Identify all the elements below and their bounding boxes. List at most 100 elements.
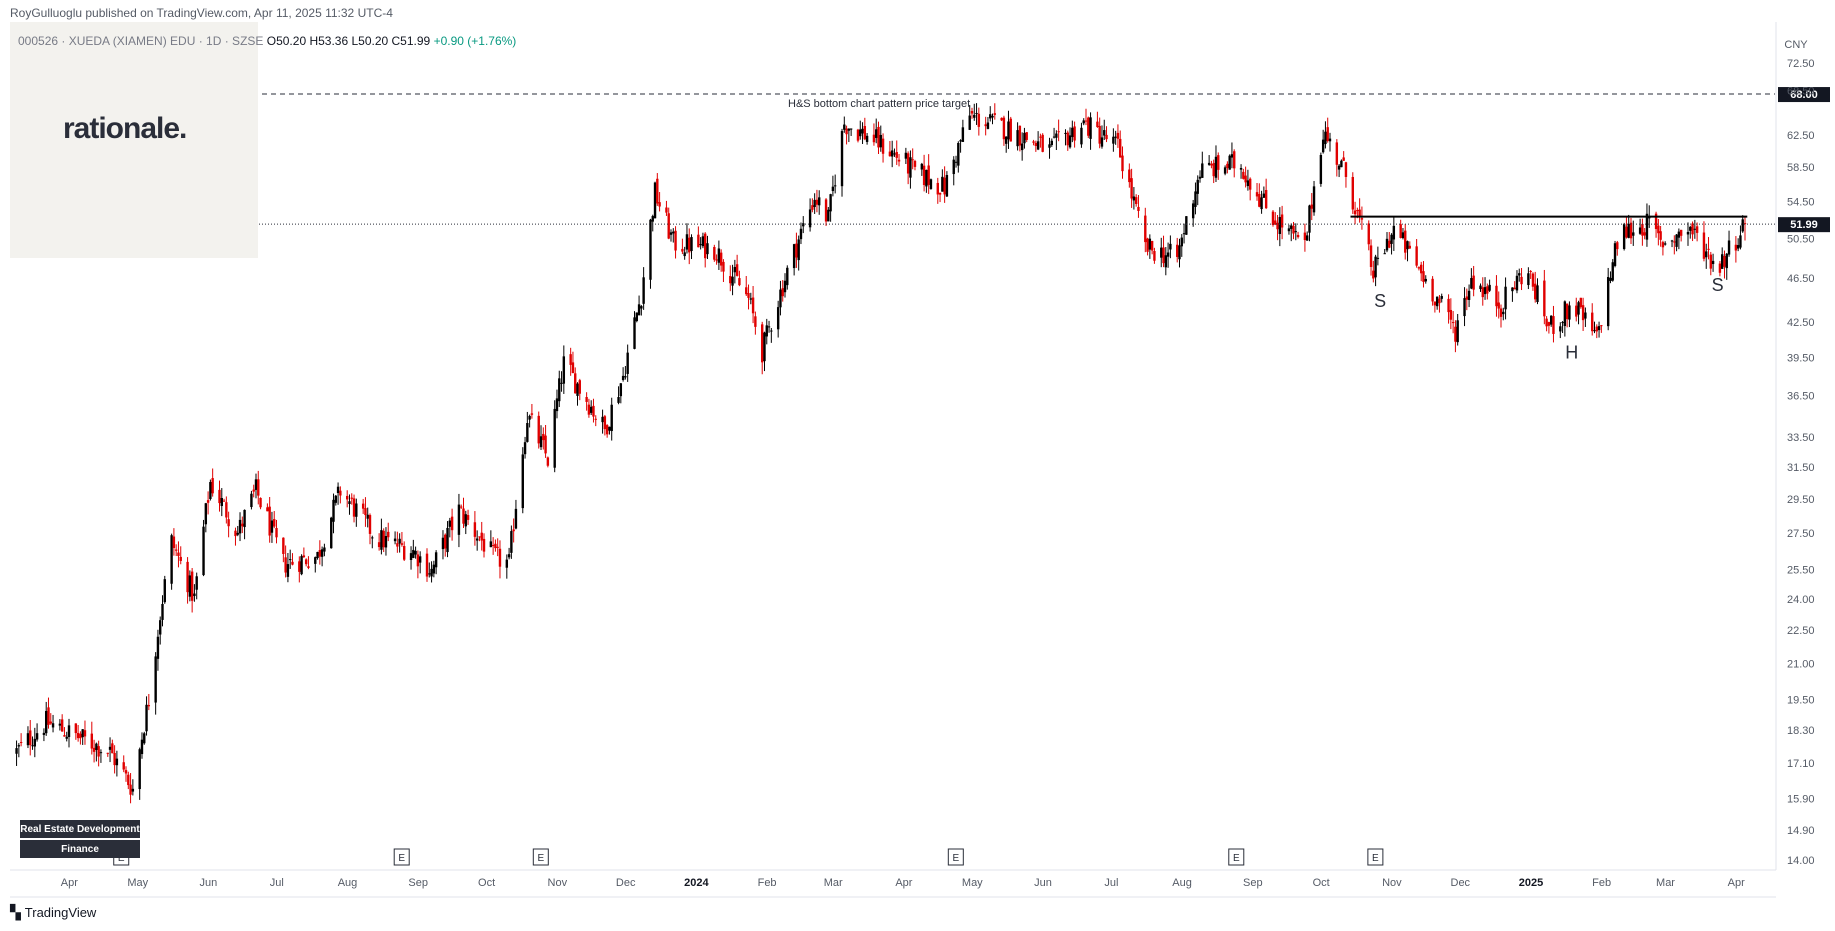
candle-body [786,267,789,286]
candle-body [1039,136,1042,138]
candle-body [1736,245,1740,249]
candle-body [1463,298,1466,317]
candle-body [1087,117,1090,136]
candle-body [382,530,385,548]
candle-body [959,140,962,142]
candle-body [425,553,429,577]
candle-body [179,556,182,561]
candle-body [861,128,864,134]
candle-body [1408,245,1412,249]
candle-body [1536,285,1539,303]
candle-body [1230,154,1234,158]
candle-body [58,723,62,726]
candle-body [938,192,942,195]
candle-body [1292,225,1295,234]
candle-body [970,111,974,114]
sector-badge[interactable]: Real Estate Development [20,820,140,838]
tradingview-logo-icon: ▚ [10,904,21,920]
candle-body [334,495,337,503]
candle-body [542,433,545,441]
candle-body [911,159,914,161]
candle-body [863,125,867,140]
candle-body [585,397,588,402]
candle-body [1695,226,1699,233]
candle-body [729,276,732,284]
candle-body [1451,322,1455,324]
candle-body [574,373,577,394]
candle-body [1084,120,1088,122]
candle-body [603,416,607,430]
candle-body [457,504,461,535]
candle-body [1150,240,1154,251]
candle-body [348,501,351,505]
candle-body [1212,162,1215,177]
y-tick-label: 29.50 [1787,494,1815,506]
candle-body [1534,283,1537,300]
candle-body [1638,227,1642,234]
candle-body [1470,278,1473,289]
candle-body [1511,287,1514,292]
candle-body [1552,316,1555,334]
candle-body [733,266,737,273]
candle-body [845,128,848,135]
symbol-legend[interactable]: 000526 · XUEDA (XIAMEN) EDU · 1D · SZSE … [18,34,516,48]
candle-body [1007,121,1010,140]
candle-body [480,532,483,541]
candle-body [1438,298,1441,304]
y-tick-label: 21.00 [1787,658,1815,670]
candle-body [795,243,798,258]
x-tick-label: Feb [1592,877,1611,889]
published-header: RoyGulluoglu published on TradingView.co… [10,6,393,20]
candle-body [1486,286,1489,294]
candle-body [111,743,114,754]
candle-body [802,223,805,227]
candle-body [1502,311,1505,315]
candle-body [827,209,830,222]
candle-body [291,561,294,565]
candle-body [1499,308,1503,317]
candle-body [288,559,292,561]
candle-body [512,529,515,532]
candle-body [19,742,23,744]
candle-body [1303,232,1307,241]
candle-body [498,548,502,567]
candle-body [1465,296,1469,300]
candle-body [927,165,930,185]
candle-body [1449,309,1453,320]
candle-body [464,514,467,527]
x-tick-label: Aug [338,877,358,889]
candle-body [1369,245,1373,267]
candle-body [314,557,317,564]
tradingview-footer[interactable]: ▚ TradingView [10,904,96,921]
candle-body [1178,245,1181,260]
candle-body [658,202,661,207]
candle-body [131,788,135,792]
candle-body [1568,305,1571,320]
candle-body [254,479,258,490]
candle-body [592,405,595,417]
candle-body [95,743,98,750]
industry-badge[interactable]: Finance [20,840,140,858]
candle-body [888,151,892,157]
candle-body [669,232,673,235]
candle-body [701,236,705,247]
candle-body [1709,254,1712,269]
candle-body [1321,139,1325,153]
candle-body [1134,197,1138,204]
candle-body [430,568,433,577]
candle-body [913,160,917,167]
candle-body [1246,180,1250,187]
candle-body [1319,154,1323,184]
candle-body [81,729,84,738]
candle-body [1424,278,1427,282]
candle-body [387,531,390,538]
candle-body [779,289,782,308]
candle-body [747,293,750,298]
candle-body [1543,280,1546,317]
candle-body [1351,176,1354,210]
candle-body [361,503,365,509]
candle-body [621,375,625,380]
candle-body [1388,240,1391,248]
last-price-tag-text: 51.99 [1790,219,1818,231]
